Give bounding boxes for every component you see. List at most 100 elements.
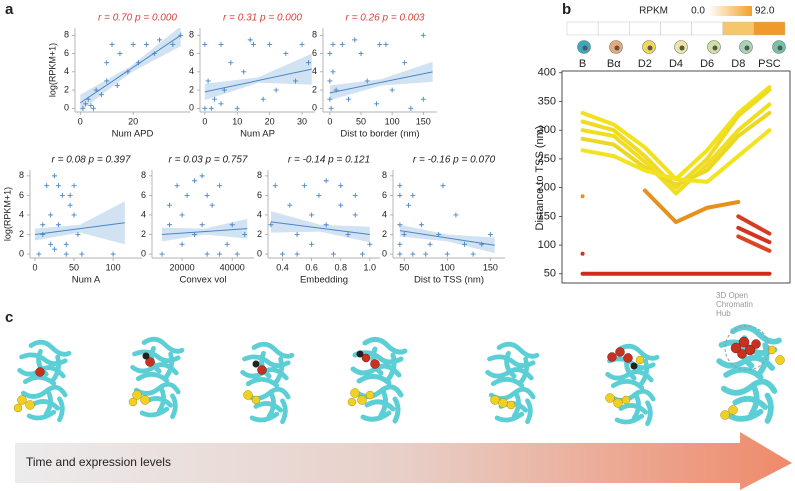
plot-frame <box>561 70 791 284</box>
stage-swatch <box>660 21 692 36</box>
y-tick-label: 300 <box>538 124 556 136</box>
point <box>267 41 273 47</box>
point <box>410 192 416 198</box>
point <box>179 241 185 247</box>
x-tick-label: 0.4 <box>276 262 289 272</box>
y-tick-label: 8 <box>64 30 69 40</box>
stage-label: B <box>579 58 586 70</box>
point <box>234 105 240 111</box>
point <box>293 78 299 84</box>
point <box>345 232 351 238</box>
point <box>397 192 403 198</box>
point <box>36 251 42 257</box>
y-tick-label: 250 <box>538 153 556 165</box>
point <box>338 183 344 189</box>
y-tick-label: 0 <box>382 248 387 258</box>
point <box>306 60 312 66</box>
point <box>204 192 210 198</box>
structure <box>488 344 537 421</box>
y-tick-label: 4 <box>189 66 194 76</box>
point <box>208 105 214 111</box>
point <box>339 41 345 47</box>
point <box>328 105 334 111</box>
arrow-label: Time and expression levels <box>26 455 171 469</box>
point <box>294 232 300 238</box>
x-tick-label: 0 <box>202 116 207 126</box>
point <box>408 105 414 111</box>
point <box>209 202 215 208</box>
point <box>420 96 426 102</box>
point <box>280 251 286 257</box>
y-tick-label: 8 <box>141 170 146 180</box>
point <box>389 87 395 93</box>
point <box>327 96 333 102</box>
point <box>104 78 110 84</box>
point <box>241 69 247 75</box>
x-tick-label: 0.8 <box>334 262 347 272</box>
y-tick-label: 0 <box>189 103 194 113</box>
point <box>309 212 315 218</box>
point <box>410 251 416 257</box>
y-tick-label: 4 <box>19 209 24 219</box>
point <box>250 41 256 47</box>
x-tick-label: 30 <box>297 116 307 126</box>
point <box>91 105 97 111</box>
point <box>199 222 205 228</box>
point <box>268 222 274 228</box>
y-tick-label: 6 <box>189 48 194 58</box>
cell-icons <box>577 40 786 54</box>
point <box>316 192 322 198</box>
subplot: 0 2 4 6 8 0 20 r = 0.70 p = 0.000 Num APD log(RPK… <box>47 13 190 140</box>
x-tick-label: 150 <box>416 116 431 126</box>
stage-swatch <box>753 21 786 36</box>
point <box>247 37 253 43</box>
x-axis-label: Dist to TSS (nm) <box>414 275 484 286</box>
subplot-title: r = 0.31 p = 0.000 <box>223 13 302 24</box>
y-tick-label: 6 <box>257 190 262 200</box>
y-tick-label: 2 <box>189 84 194 94</box>
y-tick-label: 4 <box>64 66 69 76</box>
point <box>330 41 336 47</box>
x-tick-label: 100 <box>385 116 400 126</box>
point <box>167 222 173 228</box>
point <box>364 78 370 84</box>
line-chart: RPKM 0.0 92.0 B Bα D2 D4 D6 D8 PSC 50 100 150 200 250 3… <box>534 6 791 284</box>
fit-line <box>204 68 312 93</box>
y-tick-label: 0 <box>19 248 24 258</box>
point <box>55 222 61 228</box>
x-tick-label: 0 <box>32 262 37 272</box>
point <box>323 222 329 228</box>
stage-label: D4 <box>669 58 683 70</box>
point <box>242 232 248 238</box>
point <box>397 222 403 228</box>
stage-swatch <box>566 21 599 36</box>
point <box>228 60 234 66</box>
panel-labels: a b c <box>5 1 571 326</box>
point <box>283 51 289 57</box>
point <box>88 103 94 109</box>
subplot: 0 2 4 6 8 0 50 100 150 r = 0.26 p = 0.003 Dist to … <box>312 13 437 140</box>
x-tick-label: 50 <box>69 262 79 272</box>
subplot-title: r = 0.70 p = 0.000 <box>98 13 177 24</box>
x-axis-label: Num AP <box>240 129 275 140</box>
confidence-band <box>162 218 248 242</box>
point <box>487 232 493 238</box>
fit-line <box>161 228 248 236</box>
point <box>104 60 110 66</box>
point <box>367 241 373 247</box>
stage-label: D6 <box>700 58 714 70</box>
x-axis-label: Embedding <box>300 275 348 286</box>
point <box>67 202 73 208</box>
fit-line <box>80 34 182 104</box>
point <box>224 241 230 247</box>
x-tick-label: 20 <box>265 116 275 126</box>
subplot: 0 2 4 6 8 0.4 0.6 0.8 1.0 r = -0.14 p = 0.121 Embe… <box>257 155 380 286</box>
point <box>130 41 136 47</box>
y-tick-label: 50 <box>544 268 556 280</box>
point <box>71 212 77 218</box>
panel-label: a <box>5 1 14 18</box>
point <box>192 178 198 184</box>
x-tick-label: 100 <box>106 262 121 272</box>
panel-label: c <box>5 309 13 326</box>
colorbar-tick-label: 0.0 <box>691 6 705 17</box>
